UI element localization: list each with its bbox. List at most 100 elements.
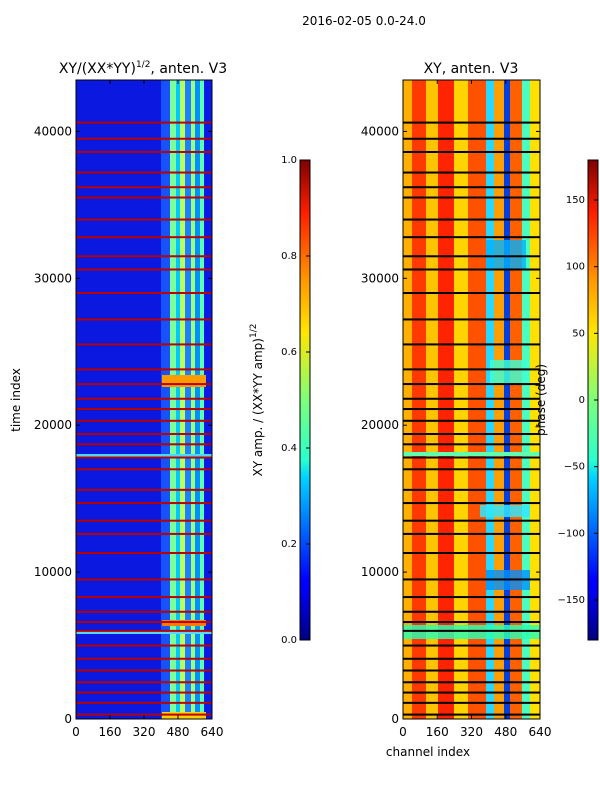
left-flagged-row: [76, 468, 212, 471]
right-flagged-row: [403, 443, 540, 446]
right-xtick-label: 0: [399, 725, 407, 739]
left-ytick-label: 30000: [34, 271, 72, 285]
right-xlabel: channel index: [386, 745, 470, 759]
left-flagged-row: [76, 621, 212, 624]
right-heatmap: [403, 80, 540, 719]
right-xtick-label: 320: [460, 725, 483, 739]
left-flagged-row: [76, 681, 212, 684]
right-flagged-row: [403, 196, 540, 199]
left-plot: XY/(XX*YY)1/2, anten. V3 0 160 320 480 640 0 1…: [9, 60, 227, 739]
left-flagged-row: [76, 713, 212, 716]
left-flagged-row: [76, 657, 212, 660]
left-flagged-row: [76, 552, 212, 555]
right-flagged-row: [403, 150, 540, 153]
left-colorbar-tick-label: 0.0: [281, 635, 297, 646]
right-flagged-row: [403, 318, 540, 321]
right-colorbar: −150 −100 −50 0 50 100 150 phase (deg): [534, 159, 599, 641]
right-flagged-row: [403, 419, 540, 422]
left-flagged-row: [76, 383, 212, 386]
right-plot-title: XY, anten. V3: [424, 61, 519, 77]
right-flagged-row: [403, 368, 540, 371]
left-xtick-label: 160: [99, 725, 122, 739]
left-colorbar-ticks: 0.0 0.2 0.4 0.6 0.8 1.0: [281, 155, 310, 646]
left-flagged-row: [76, 644, 212, 647]
left-flagged-row: [76, 196, 212, 199]
right-flagged-row: [403, 644, 540, 647]
right-colorbar-tick-label: −50: [564, 462, 585, 473]
left-flagged-row: [76, 669, 212, 672]
left-ytick-label: 10000: [34, 565, 72, 579]
right-ytick-label: 10000: [361, 565, 399, 579]
left-flagged-row: [76, 368, 212, 371]
left-colorbar-tick-label: 0.4: [281, 443, 297, 454]
right-flagged-row: [403, 532, 540, 535]
right-colorbar-tick-label: −100: [558, 528, 585, 539]
right-ytick-label: 30000: [361, 271, 399, 285]
left-flagged-row: [76, 701, 212, 704]
left-flagged-row: [76, 629, 212, 632]
left-flagged-row: [76, 578, 212, 581]
left-colorbar-tick-label: 1.0: [281, 155, 297, 166]
right-colorbar-tick-label: 150: [566, 195, 585, 206]
left-plot-title: XY/(XX*YY)1/2, anten. V3: [59, 60, 227, 77]
left-flagged-row: [76, 186, 212, 189]
right-colorbar-ticks: −150 −100 −50 0 50 100 150: [558, 195, 598, 606]
left-ylabel: time index: [9, 368, 23, 432]
right-flagged-row: [403, 121, 540, 124]
left-axes-ticks: 0 160 320 480 640 0 10000 20000 30000 40000: [34, 80, 224, 739]
left-flagged-row: [76, 150, 212, 153]
right-ytick-label: 40000: [361, 124, 399, 138]
right-flagged-row: [403, 255, 540, 258]
left-xtick-label: 480: [167, 725, 190, 739]
right-flagged-row: [403, 669, 540, 672]
right-flagged-row: [403, 621, 540, 624]
left-xtick-label: 0: [72, 725, 80, 739]
right-flagged-row: [403, 701, 540, 704]
left-xtick-label: 320: [133, 725, 156, 739]
left-colorbar: 0.0 0.2 0.4 0.6 0.8 1.0 XY amp. / (XX*YY amp)…: [249, 155, 311, 646]
right-flagged-row: [403, 681, 540, 684]
right-flagged-row: [403, 383, 540, 386]
right-colorbar-tick-label: −150: [558, 595, 585, 606]
left-flagged-row: [76, 408, 212, 411]
right-flagged-row: [403, 408, 540, 411]
left-flagged-row: [76, 691, 212, 694]
left-flagged-row: [76, 218, 212, 221]
right-flagged-row: [403, 186, 540, 189]
right-flagged-row: [403, 218, 540, 221]
left-xtick-label: 640: [201, 725, 224, 739]
right-flagged-row: [403, 610, 540, 613]
right-flagged-row: [403, 596, 540, 599]
left-flagged-row: [76, 236, 212, 239]
right-ytick-label: 0: [391, 712, 399, 726]
right-flagged-row: [403, 691, 540, 694]
right-flagged-row: [403, 456, 540, 459]
left-flagged-row: [76, 171, 212, 174]
right-flagged-row: [403, 552, 540, 555]
left-flagged-row: [76, 596, 212, 599]
right-flagged-row: [403, 629, 540, 632]
left-flagged-row: [76, 397, 212, 400]
left-flagged-row: [76, 532, 212, 535]
right-colorbar-tick-label: 50: [572, 328, 585, 339]
right-flagged-row: [403, 519, 540, 522]
left-flagged-row: [76, 433, 212, 436]
left-flagged-row: [76, 137, 212, 140]
right-flagged-row: [403, 236, 540, 239]
right-flagged-row: [403, 343, 540, 346]
left-flagged-row: [76, 502, 212, 505]
right-flagged-row: [403, 578, 540, 581]
left-flagged-row: [76, 318, 212, 321]
right-colorbar-tick-label: 100: [566, 262, 585, 273]
left-flagged-row: [76, 121, 212, 124]
right-flagged-row: [403, 292, 540, 294]
right-xtick-label: 480: [494, 725, 517, 739]
right-flagged-row: [403, 488, 540, 491]
left-flagged-row: [76, 610, 212, 613]
left-colorbar-tick-label: 0.8: [281, 251, 297, 262]
right-flagged-row: [403, 268, 540, 271]
right-flagged-row: [403, 713, 540, 716]
right-flagged-row: [403, 468, 540, 471]
left-flagged-rows: [76, 121, 212, 716]
